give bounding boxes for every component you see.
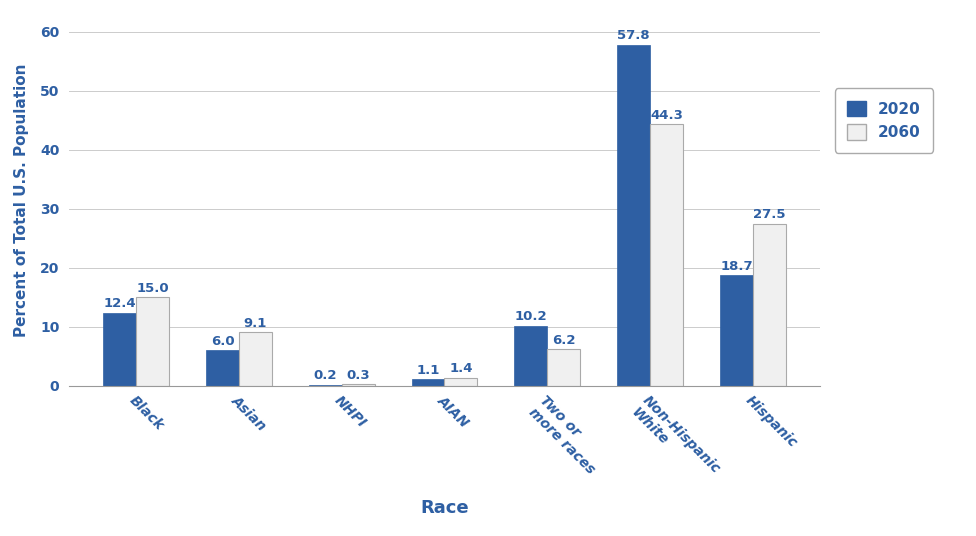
Bar	[342, 384, 375, 386]
Bar	[548, 349, 580, 386]
Bar	[308, 385, 342, 386]
Text: 18.7: 18.7	[720, 260, 752, 273]
Bar	[617, 44, 650, 386]
Text: 10.2: 10.2	[514, 310, 548, 323]
Text: 1.4: 1.4	[449, 362, 472, 375]
Bar	[720, 276, 752, 386]
Text: 0.2: 0.2	[313, 369, 337, 382]
Bar	[206, 351, 239, 386]
Bar	[514, 326, 548, 386]
Y-axis label: Percent of Total U.S. Population: Percent of Total U.S. Population	[14, 63, 29, 337]
Bar	[136, 297, 169, 386]
Text: 12.4: 12.4	[103, 297, 136, 310]
X-axis label: Race: Race	[420, 499, 468, 517]
Text: 9.1: 9.1	[244, 317, 267, 330]
Text: 6.0: 6.0	[211, 335, 234, 348]
Text: 15.0: 15.0	[137, 282, 169, 295]
Bar	[103, 312, 136, 386]
Text: 0.3: 0.3	[346, 369, 370, 382]
Bar	[444, 378, 477, 386]
Legend: 2020, 2060: 2020, 2060	[835, 88, 933, 153]
Bar	[412, 379, 444, 386]
Text: 27.5: 27.5	[753, 208, 786, 221]
Bar	[650, 124, 683, 386]
Text: 6.2: 6.2	[552, 334, 576, 347]
Bar	[752, 224, 786, 386]
Text: 44.3: 44.3	[650, 109, 683, 122]
Text: 1.1: 1.1	[417, 364, 440, 377]
Text: 57.8: 57.8	[617, 29, 650, 42]
Bar	[239, 332, 271, 386]
